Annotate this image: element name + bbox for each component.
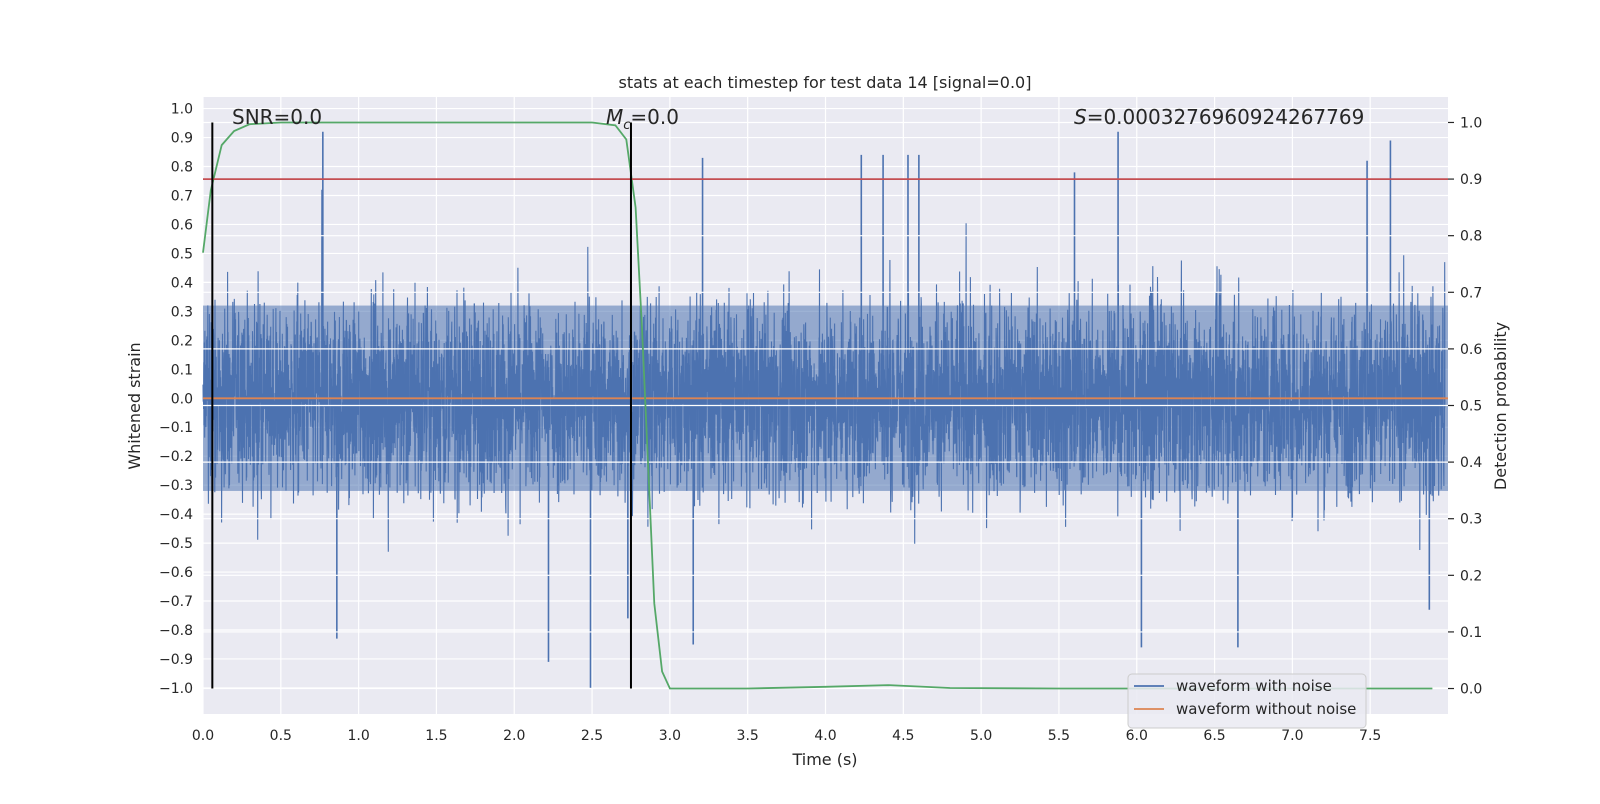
x-tick-label: 6.0	[1126, 728, 1148, 744]
y-tick-label: 0.1	[171, 362, 193, 378]
right-y-tick-label: 0.6	[1460, 342, 1482, 358]
chirp-mass-value: =0.0	[630, 105, 679, 129]
chirp-mass-annotation: Mc=0.0	[606, 105, 679, 133]
x-tick-label: 7.5	[1359, 728, 1381, 744]
y-tick-label: −0.7	[159, 594, 193, 610]
legend-label-noise: waveform with noise	[1176, 677, 1332, 695]
right-y-tick-label: 0.4	[1460, 455, 1482, 471]
chart-title: stats at each timestep for test data 14 …	[619, 73, 1032, 92]
right-y-tick-label: 0.8	[1460, 229, 1482, 245]
y-tick-label: 0.7	[171, 188, 193, 204]
y-tick-label: −0.4	[159, 507, 193, 523]
s-statistic-annotation: S=0.0003276960924267769	[1074, 105, 1364, 129]
y-tick-label: −0.6	[159, 565, 193, 581]
legend-box	[1127, 673, 1367, 729]
x-tick-label: 2.5	[581, 728, 603, 744]
legend-label-clean: waveform without noise	[1176, 700, 1356, 718]
x-tick-label: 7.0	[1281, 728, 1303, 744]
y-tick-label: −0.5	[159, 536, 193, 552]
y-tick-label: 0.0	[171, 391, 193, 407]
y-tick-label: 0.5	[171, 246, 193, 262]
y-tick-label: −0.8	[159, 623, 193, 639]
y-tick-label: 0.2	[171, 333, 193, 349]
chirp-mass-subscript: c	[623, 118, 630, 133]
x-tick-label: 3.5	[737, 728, 759, 744]
y-tick-label: −1.0	[159, 681, 193, 697]
x-tick-label: 2.0	[503, 728, 525, 744]
y-tick-label: 0.9	[171, 131, 193, 147]
right-y-tick-label: 0.5	[1460, 399, 1482, 415]
right-y-tick-label: 0.3	[1460, 512, 1482, 528]
y-tick-label: 0.6	[171, 217, 193, 233]
y-tick-label: −0.2	[159, 449, 193, 465]
y-tick-label: −0.9	[159, 652, 193, 668]
right-y-tick-label: 0.2	[1460, 568, 1482, 584]
y-tick-label: 0.8	[171, 160, 193, 176]
y-tick-label: 1.0	[171, 102, 193, 118]
y-tick-label: 0.4	[171, 275, 193, 291]
overlay-lines	[202, 121, 1448, 690]
x-tick-label: 4.0	[814, 728, 836, 744]
right-y-tick-label: 0.7	[1460, 285, 1482, 301]
legend: waveform with noise waveform without noi…	[1127, 673, 1367, 729]
y-axis-ticks: 1.0 0.9 0.8 0.7 0.6 0.5 0.4 0.3 0.2 0.1 0.0 −0.1 −0.…	[159, 102, 193, 697]
x-tick-label: 5.0	[970, 728, 992, 744]
chirp-mass-symbol: M	[606, 105, 623, 129]
y-tick-label: −0.3	[159, 478, 193, 494]
x-tick-label: 0.5	[270, 728, 292, 744]
right-y-tick-label: 0.9	[1460, 172, 1482, 188]
x-tick-label: 3.0	[659, 728, 681, 744]
right-y-tick-label: 0.1	[1460, 625, 1482, 641]
snr-annotation: SNR=0.0	[232, 105, 322, 129]
x-tick-label: 6.5	[1203, 728, 1225, 744]
x-tick-label: 5.5	[1048, 728, 1070, 744]
right-y-axis-ticks: 1.0 0.9 0.8 0.7 0.6 0.5 0.4 0.3 0.2 0.1 0.0	[1448, 115, 1482, 698]
y-tick-label: −0.1	[159, 420, 193, 436]
right-y-axis-label: Detection probability	[1491, 322, 1510, 490]
y-axis-label: Whitened strain	[125, 342, 144, 469]
right-y-tick-label: 1.0	[1460, 115, 1482, 131]
x-tick-label: 4.5	[892, 728, 914, 744]
s-statistic-symbol: S	[1074, 105, 1087, 129]
x-tick-label: 1.5	[425, 728, 447, 744]
right-y-tick-label: 0.0	[1460, 682, 1482, 698]
x-tick-label: 1.0	[347, 728, 369, 744]
x-axis-label: Time (s)	[791, 750, 857, 769]
s-statistic-value: =0.0003276960924267769	[1087, 105, 1365, 129]
y-tick-label: 0.3	[171, 304, 193, 320]
x-axis-ticks: 0.0 0.5 1.0 1.5 2.0 2.5 3.0 3.5 4.0 4.5 5.0 5.5 6.0 6…	[192, 728, 1381, 744]
x-tick-label: 0.0	[192, 728, 214, 744]
